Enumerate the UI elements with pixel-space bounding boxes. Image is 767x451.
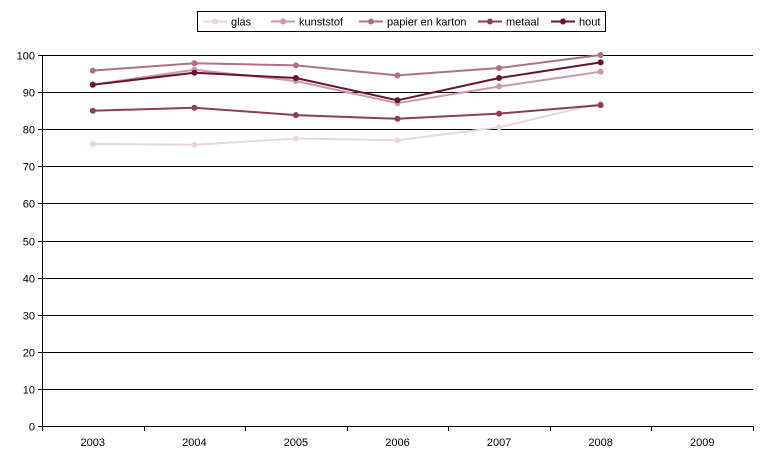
data-point-papier-en-karton-2006: [394, 72, 401, 79]
series-papier-en-karton: [89, 52, 604, 79]
data-point-metaal-2008: [597, 102, 604, 109]
legend-label: metaal: [506, 17, 539, 29]
legend-swatch-marker: [368, 18, 374, 25]
data-point-glas-2007: [496, 124, 503, 131]
legend-entry-metaal: metaal: [478, 17, 539, 29]
legend-swatch-marker: [212, 18, 218, 25]
x-axis-tick-labels: 2003 2004 2005 2006 2007 2008 2009: [81, 437, 715, 449]
data-point-metaal-2003: [89, 107, 96, 114]
data-point-glas-2006: [394, 137, 401, 144]
data-point-papier-en-karton-2005: [292, 62, 299, 69]
legend: glas kunststof papier en karton metaal hout: [197, 11, 606, 32]
x-tick-label-2008: 2008: [588, 437, 612, 449]
data-point-hout-2007: [496, 75, 503, 81]
y-tick-label-50: 50: [23, 237, 35, 249]
y-tick-label-90: 90: [23, 88, 35, 100]
legend-label: glas: [231, 17, 252, 29]
data-point-papier-en-karton-2003: [89, 67, 96, 74]
x-tick-label-2007: 2007: [487, 437, 511, 449]
data-point-hout-2006: [394, 97, 401, 104]
data-point-kunststof-2008: [597, 68, 604, 75]
legend-box: [197, 11, 606, 32]
y-tick-label-100: 100: [17, 51, 35, 63]
series-lines: [89, 52, 604, 148]
series-line-kunststof: [92, 68, 601, 105]
y-tick-label-60: 60: [23, 199, 35, 211]
legend-entry-hout: hout: [551, 17, 600, 29]
data-point-metaal-2006: [394, 115, 401, 122]
x-tick-label-2005: 2005: [284, 437, 308, 449]
series-line-glas: [92, 102, 601, 146]
x-tick-label-2003: 2003: [81, 437, 105, 449]
data-point-hout-2004: [191, 69, 198, 76]
series-line-hout: [92, 61, 601, 102]
y-tick-label-40: 40: [23, 274, 35, 286]
gridlines: [42, 55, 753, 390]
data-point-hout-2005: [292, 75, 299, 81]
legend-label: hout: [579, 17, 600, 29]
legend-entry-papier-en-karton: papier en karton: [359, 17, 467, 29]
y-tick-label-20: 20: [23, 348, 35, 360]
series-line-metaal: [92, 104, 601, 120]
data-point-hout-2003: [89, 81, 96, 88]
data-point-kunststof-2007: [496, 83, 503, 90]
data-point-glas-2005: [292, 135, 299, 142]
data-point-papier-en-karton-2008: [597, 52, 604, 58]
y-axis-tick-labels: 0 10 20 30 40 50 60 70 80 90 100: [17, 51, 35, 434]
legend-swatch-marker: [280, 18, 286, 25]
series-hout: [89, 59, 604, 104]
y-tick-label-80: 80: [23, 125, 35, 137]
y-tick-label-70: 70: [23, 162, 35, 174]
legend-entry-glas: glas: [203, 17, 252, 29]
series-line-papier-en-karton: [92, 54, 601, 77]
data-point-glas-2004: [191, 141, 198, 148]
data-point-papier-en-karton-2007: [496, 65, 503, 71]
data-point-glas-2003: [89, 141, 96, 147]
data-point-papier-en-karton-2004: [191, 60, 198, 67]
x-tick-label-2009: 2009: [690, 437, 714, 449]
axes: [38, 55, 754, 431]
data-point-metaal-2007: [496, 110, 503, 117]
legend-entry-kunststof: kunststof: [271, 17, 344, 29]
series-glas: [89, 100, 604, 148]
legend-swatch-marker: [560, 18, 566, 25]
y-tick-label-10: 10: [23, 385, 35, 397]
x-tick-label-2004: 2004: [182, 437, 206, 449]
x-tick-label-2006: 2006: [385, 437, 409, 449]
legend-label: kunststof: [299, 17, 344, 29]
legend-label: papier en karton: [387, 17, 467, 29]
series-kunststof: [89, 66, 604, 107]
legend-swatch-marker: [487, 18, 493, 25]
y-tick-label-0: 0: [29, 422, 35, 434]
data-point-metaal-2004: [191, 104, 198, 111]
series-metaal: [89, 102, 604, 122]
data-point-metaal-2005: [292, 112, 299, 119]
data-point-hout-2008: [597, 59, 604, 66]
y-tick-label-30: 30: [23, 311, 35, 323]
